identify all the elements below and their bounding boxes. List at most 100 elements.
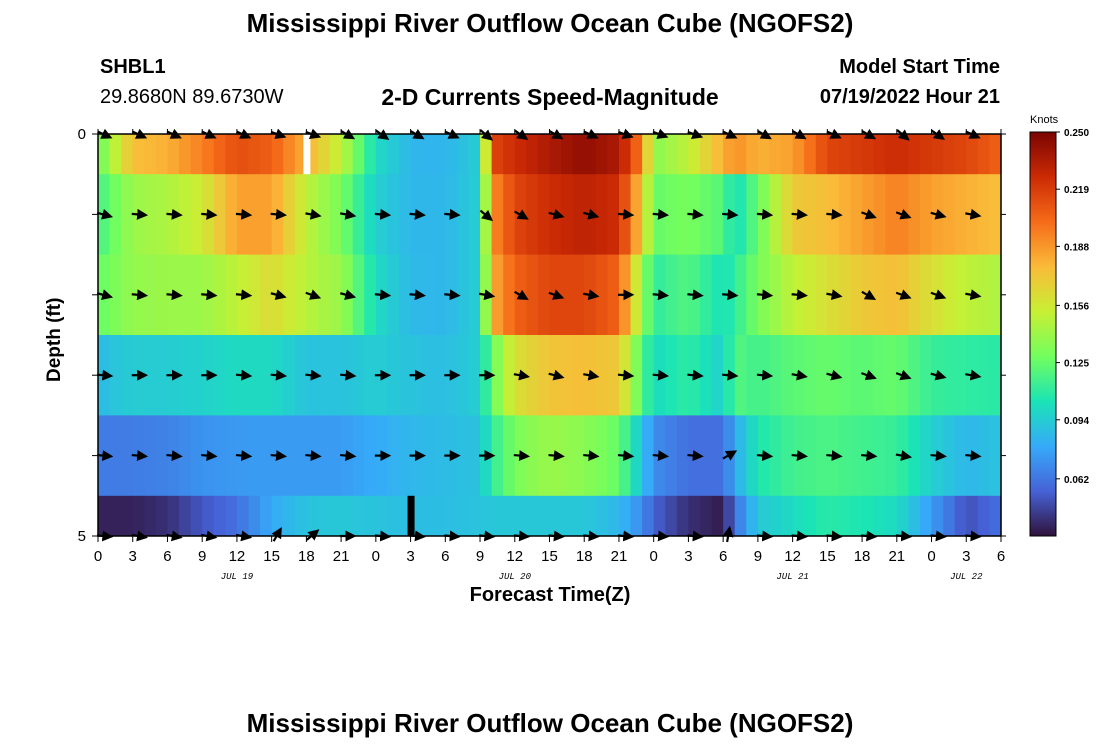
heatmap-cell	[734, 335, 747, 416]
current-vector-arrow	[514, 209, 529, 220]
heatmap-cell	[179, 495, 192, 537]
heatmap-cell	[248, 335, 261, 416]
heatmap-cell	[433, 495, 446, 537]
current-vector-arrow	[617, 450, 635, 462]
heatmap-cell	[700, 254, 713, 336]
y-tick-label: 0	[78, 126, 86, 143]
heatmap-cell	[364, 495, 377, 537]
heatmap-cell	[445, 134, 458, 175]
heatmap-cell	[179, 415, 192, 497]
heatmap-cell	[260, 495, 273, 537]
heatmap-cell	[966, 134, 979, 175]
chart-title: Mississippi River Outflow Ocean Cube (NG…	[246, 8, 854, 38]
heatmap-cell	[873, 174, 886, 255]
heatmap-cell	[456, 495, 470, 537]
heatmap-cell	[746, 495, 759, 537]
heatmap-cell	[572, 495, 585, 537]
heatmap-cell	[537, 254, 551, 336]
heatmap-cell	[815, 335, 828, 416]
current-vector-arrow	[131, 450, 149, 462]
heatmap-cell	[838, 495, 852, 537]
heatmap-cell	[885, 174, 898, 255]
y-tick-label: 5	[78, 528, 86, 545]
heatmap-cell	[572, 335, 585, 416]
heatmap-cell	[155, 415, 169, 497]
current-vector-arrow	[96, 450, 114, 462]
current-vector-arrow	[930, 450, 947, 462]
heatmap-cell	[121, 335, 134, 416]
heatmap-cell	[838, 254, 852, 336]
heatmap-cell	[954, 254, 967, 336]
heatmap-cell	[850, 495, 863, 537]
current-vector-arrow	[305, 289, 322, 300]
current-vector-arrow	[513, 369, 531, 381]
current-vector-arrow	[583, 289, 600, 301]
heatmap-cell	[595, 174, 608, 255]
heatmap-cell	[190, 335, 203, 416]
heatmap-cell	[491, 134, 504, 175]
colorbar-tick-label: 0.125	[1064, 359, 1089, 370]
x-tick-label: 3	[962, 548, 970, 565]
heatmap-cell	[908, 335, 921, 416]
x-tick-label: 18	[298, 548, 315, 565]
heatmap-cell	[572, 174, 585, 255]
heatmap-cell	[642, 335, 655, 416]
heatmap-cell	[468, 134, 481, 175]
heatmap-cell	[144, 495, 157, 537]
heatmap-cell	[943, 134, 956, 175]
heatmap-cell	[873, 415, 886, 497]
heatmap-cell	[711, 495, 724, 537]
heatmap-cell	[630, 495, 643, 537]
heatmap-cell	[399, 254, 412, 336]
x-tick-label: 12	[229, 548, 246, 565]
current-vector-arrow	[617, 208, 635, 220]
heatmap-cell	[676, 495, 690, 537]
current-vector-arrow	[201, 289, 218, 301]
heatmap-cell	[329, 174, 342, 255]
heatmap-cells	[98, 134, 1002, 537]
heatmap-cell	[283, 495, 296, 537]
heatmap-cell	[387, 254, 400, 336]
heatmap-cell	[919, 335, 933, 416]
heatmap-cell	[769, 254, 782, 336]
current-vector-arrow	[826, 369, 843, 381]
heatmap-cell	[526, 254, 539, 336]
heatmap-cell	[572, 415, 585, 497]
current-vector-arrow	[340, 450, 357, 462]
heatmap-cell	[989, 415, 1002, 497]
heatmap-cell	[746, 335, 759, 416]
heatmap-cell	[503, 134, 516, 175]
heatmap-cell	[827, 495, 840, 537]
heatmap-cell	[468, 254, 481, 336]
current-vector-arrow	[305, 208, 322, 220]
heatmap-cell	[781, 415, 794, 497]
date-label: JUL 22	[950, 572, 983, 582]
heatmap-cell	[734, 174, 747, 255]
heatmap-cell	[399, 335, 412, 416]
heatmap-cell	[294, 174, 307, 255]
current-vector-arrow	[444, 208, 461, 220]
current-vector-arrow	[687, 289, 704, 301]
heatmap-cell	[734, 415, 747, 497]
current-vector-arrow	[340, 289, 357, 300]
heatmap-cell	[688, 495, 701, 537]
heatmap-cell	[769, 134, 782, 175]
heatmap-cell	[433, 415, 446, 497]
heatmap-cell	[283, 415, 296, 497]
heatmap-cell	[931, 134, 944, 175]
heatmap-cell	[109, 335, 122, 416]
heatmap-cell	[121, 495, 134, 537]
heatmap-cell	[919, 174, 933, 255]
heatmap-cell	[815, 134, 828, 175]
heatmap-cell	[456, 134, 470, 175]
heatmap-cell	[676, 174, 690, 255]
heatmap-cell	[503, 495, 516, 537]
heatmap-cell	[225, 174, 238, 255]
heatmap-cell	[642, 495, 655, 537]
heatmap-cell	[746, 134, 759, 175]
heatmap-cell	[630, 415, 643, 497]
heatmap-cell	[977, 335, 991, 416]
heatmap-cell	[700, 134, 713, 175]
x-tick-label: 3	[684, 548, 692, 565]
heatmap-cell	[862, 134, 875, 175]
